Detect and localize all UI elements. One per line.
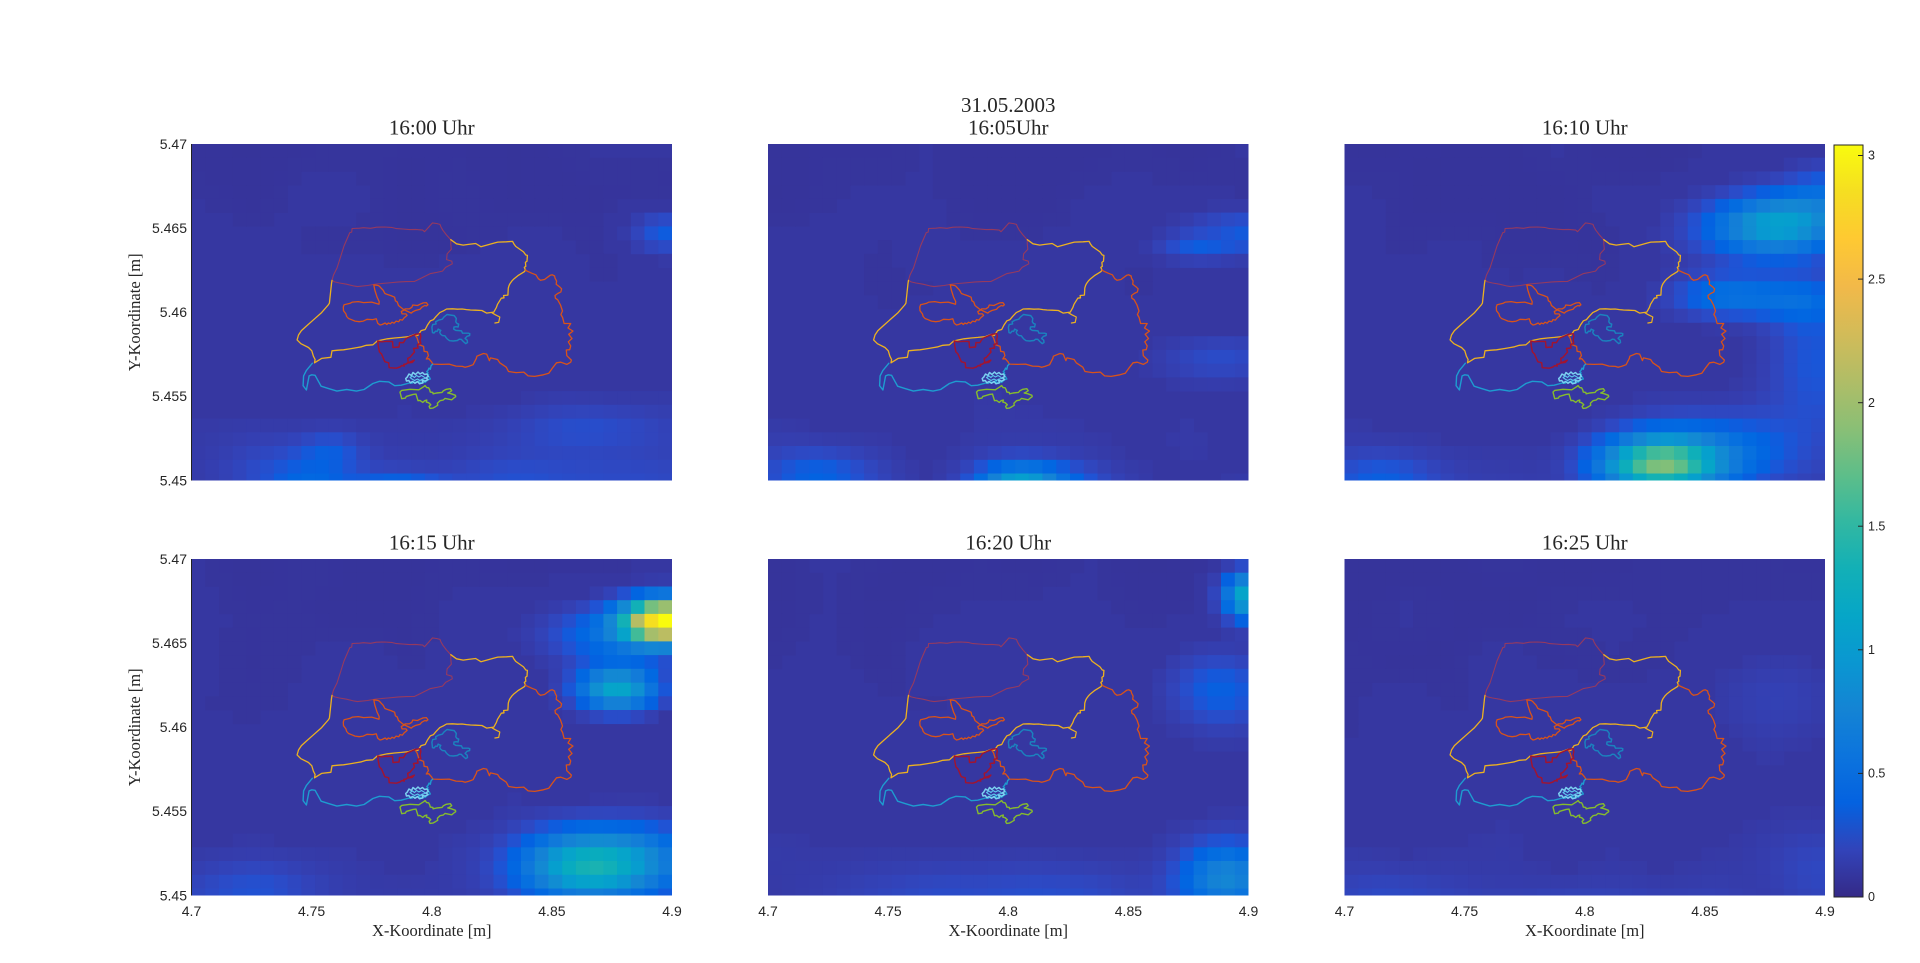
svg-text:5.46: 5.46: [160, 304, 187, 320]
svg-text:5.455: 5.455: [152, 803, 187, 819]
svg-text:Y-Koordinate [m]: Y-Koordinate [m]: [125, 668, 144, 786]
svg-text:4.7: 4.7: [1335, 903, 1355, 919]
svg-text:16:25 Uhr: 16:25 Uhr: [1542, 531, 1628, 555]
svg-text:5.45: 5.45: [160, 472, 187, 488]
svg-text:2: 2: [1868, 396, 1875, 410]
svg-text:0.5: 0.5: [1868, 767, 1885, 781]
svg-text:16:05Uhr: 16:05Uhr: [968, 116, 1049, 140]
svg-text:4.8: 4.8: [1575, 903, 1595, 919]
svg-text:4.9: 4.9: [662, 903, 682, 919]
svg-text:16:10 Uhr: 16:10 Uhr: [1542, 116, 1628, 140]
svg-text:16:00 Uhr: 16:00 Uhr: [389, 116, 475, 140]
svg-text:4.7: 4.7: [182, 903, 202, 919]
svg-text:4.9: 4.9: [1815, 903, 1835, 919]
svg-text:4.75: 4.75: [874, 903, 901, 919]
svg-text:2.5: 2.5: [1868, 272, 1885, 286]
svg-text:X-Koordinate [m]: X-Koordinate [m]: [948, 921, 1068, 940]
svg-text:X-Koordinate [m]: X-Koordinate [m]: [372, 921, 492, 940]
svg-text:1: 1: [1868, 643, 1875, 657]
svg-text:4.8: 4.8: [422, 903, 442, 919]
svg-text:4.75: 4.75: [1451, 903, 1478, 919]
svg-text:4.85: 4.85: [1115, 903, 1142, 919]
svg-text:5.46: 5.46: [160, 719, 187, 735]
svg-text:31.05.2003: 31.05.2003: [961, 93, 1056, 117]
svg-text:4.75: 4.75: [298, 903, 325, 919]
svg-text:5.47: 5.47: [160, 136, 187, 152]
svg-text:4.85: 4.85: [1691, 903, 1718, 919]
svg-text:5.47: 5.47: [160, 551, 187, 567]
svg-text:X-Koordinate [m]: X-Koordinate [m]: [1525, 921, 1645, 940]
svg-text:5.465: 5.465: [152, 635, 187, 651]
svg-text:3: 3: [1868, 149, 1875, 163]
svg-text:5.455: 5.455: [152, 388, 187, 404]
svg-text:4.85: 4.85: [538, 903, 565, 919]
svg-text:5.45: 5.45: [160, 887, 187, 903]
svg-text:1.5: 1.5: [1868, 520, 1885, 534]
svg-text:0: 0: [1868, 890, 1875, 904]
svg-text:4.9: 4.9: [1239, 903, 1259, 919]
svg-text:5.465: 5.465: [152, 220, 187, 236]
svg-text:4.8: 4.8: [998, 903, 1018, 919]
svg-text:16:15 Uhr: 16:15 Uhr: [389, 531, 475, 555]
svg-text:4.7: 4.7: [758, 903, 778, 919]
svg-text:16:20 Uhr: 16:20 Uhr: [965, 531, 1051, 555]
svg-text:Y-Koordinate [m]: Y-Koordinate [m]: [125, 253, 144, 371]
